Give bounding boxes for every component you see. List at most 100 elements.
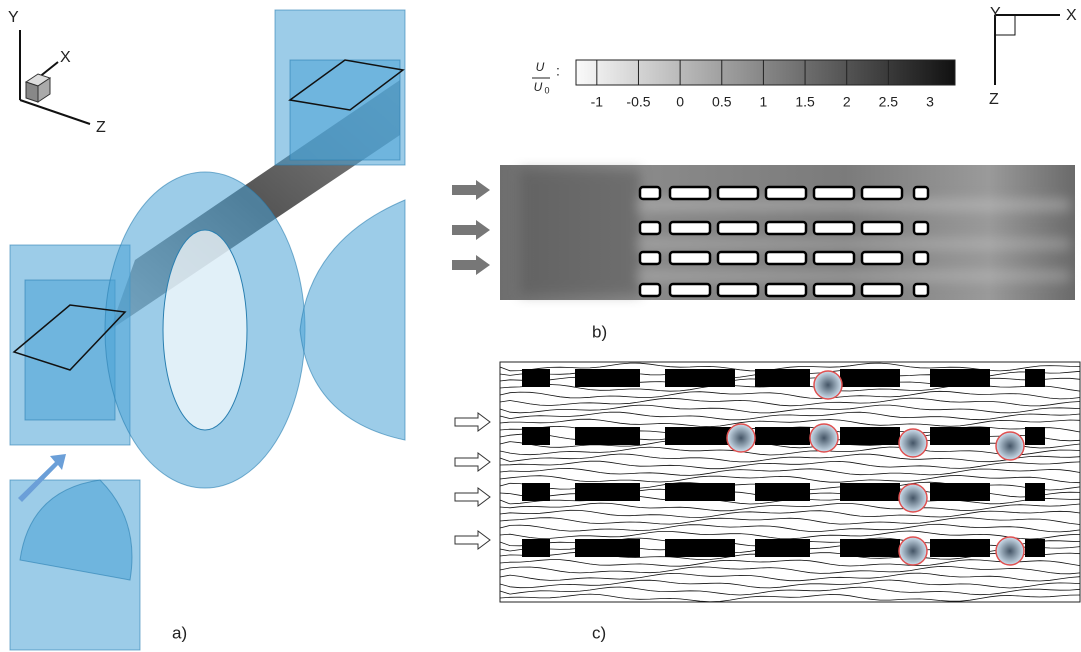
obstacle <box>575 539 640 557</box>
obstacle <box>766 284 806 296</box>
axis-triad-2 <box>995 15 1060 85</box>
obstacle <box>766 222 806 234</box>
panel-a: Y X Z a) <box>8 9 405 650</box>
obstacle <box>840 369 900 387</box>
vortex-marker <box>899 484 927 512</box>
obstacle <box>670 187 710 199</box>
vortex-marker <box>899 429 927 457</box>
obstacle <box>670 252 710 264</box>
colorbar-tick-label: 0 <box>676 94 684 110</box>
colorbar-tick-label: 2.5 <box>879 94 899 110</box>
inflow-arrow <box>455 488 490 506</box>
obstacle <box>640 284 660 296</box>
obstacle <box>522 427 550 445</box>
inflow-arrow <box>452 180 490 200</box>
cube-icon <box>26 74 50 102</box>
obstacle <box>766 252 806 264</box>
obstacle <box>665 427 735 445</box>
obstacle <box>718 187 758 199</box>
obstacle <box>522 483 550 501</box>
obstacle <box>718 252 758 264</box>
axis-label: Y <box>990 5 1001 22</box>
obstacle <box>575 369 640 387</box>
colorbar-tick-label: -1 <box>591 94 604 110</box>
axis-label: X <box>1066 7 1077 24</box>
obstacle <box>862 187 902 199</box>
panel-label: c) <box>592 623 606 642</box>
obstacle <box>718 222 758 234</box>
obstacle <box>755 427 810 445</box>
inflow-arrow <box>452 220 490 240</box>
axis-label: Z <box>989 91 999 108</box>
obstacle <box>930 427 990 445</box>
obstacle <box>1025 369 1045 387</box>
colorbar-tick-label: 1 <box>760 94 768 110</box>
vortex-marker <box>996 432 1024 460</box>
axis-label: X <box>60 49 71 66</box>
obstacle <box>840 483 900 501</box>
vortex-marker <box>899 537 927 565</box>
axis-label: Y <box>8 9 19 26</box>
vortex-marker <box>814 371 842 399</box>
obstacle <box>930 369 990 387</box>
inflow-arrow <box>455 453 490 471</box>
inflow-arrow <box>452 255 490 275</box>
colorbar-tick-label: -0.5 <box>626 94 650 110</box>
obstacle <box>914 222 928 234</box>
obstacle <box>930 539 990 557</box>
axis-triad <box>20 30 90 124</box>
obstacle <box>522 369 550 387</box>
figure: Y X Z a) U U 0 : -1-0.500.511.522.53 <box>0 0 1081 652</box>
obstacle <box>640 187 660 199</box>
colorbar-subscript: 0 <box>544 85 549 95</box>
vortex-marker <box>996 537 1024 565</box>
obstacle <box>718 284 758 296</box>
obstacle <box>862 284 902 296</box>
colorbar-tick-label: 0.5 <box>712 94 732 110</box>
obstacle <box>665 539 735 557</box>
obstacle <box>665 369 735 387</box>
obstacle <box>914 252 928 264</box>
obstacle <box>1025 427 1045 445</box>
obstacle <box>665 483 735 501</box>
colorbar-tick-label: 1.5 <box>795 94 815 110</box>
panel-label: b) <box>592 322 607 341</box>
colorbar-bar <box>576 60 955 85</box>
panel-c: c) <box>455 362 1080 642</box>
colorbar-denominator: U <box>534 80 543 94</box>
obstacle <box>640 252 660 264</box>
obstacle <box>670 222 710 234</box>
obstacle <box>1025 483 1045 501</box>
obstacle <box>862 252 902 264</box>
obstacle <box>814 284 854 296</box>
colorbar-numerator: U <box>536 60 545 74</box>
obstacle <box>670 284 710 296</box>
obstacle <box>814 222 854 234</box>
blade-blocks <box>10 10 405 650</box>
colorbar-separator: : <box>556 63 560 79</box>
obstacle <box>755 369 810 387</box>
obstacle <box>814 187 854 199</box>
vortex-marker <box>727 424 755 452</box>
obstacle <box>766 187 806 199</box>
obstacle <box>755 539 810 557</box>
obstacle <box>640 222 660 234</box>
panel-b: b) <box>452 165 1075 341</box>
panel-label: a) <box>172 623 187 642</box>
obstacle <box>840 427 900 445</box>
obstacle <box>755 483 810 501</box>
obstacle <box>575 427 640 445</box>
inflow-arrow <box>455 413 490 431</box>
obstacle <box>814 252 854 264</box>
axis-label: Z <box>96 119 106 136</box>
obstacle <box>1025 539 1045 557</box>
streamline-frame <box>500 362 1080 602</box>
obstacle <box>522 539 550 557</box>
obstacle <box>840 539 900 557</box>
colorbar-tick-label: 2 <box>843 94 851 110</box>
obstacle <box>914 284 928 296</box>
inflow-arrow <box>455 531 490 549</box>
obstacle <box>914 187 928 199</box>
obstacle <box>862 222 902 234</box>
